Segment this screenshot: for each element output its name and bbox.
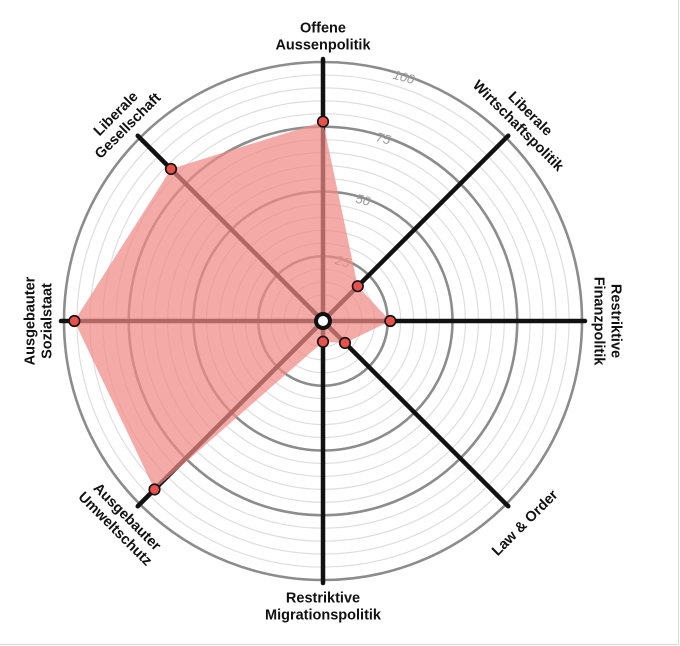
axis-label-line: Offene <box>300 21 346 37</box>
axis-label: Offene Aussenpolitik <box>275 21 371 54</box>
tick-label: 50 <box>354 191 373 209</box>
data-area <box>74 121 391 490</box>
data-point <box>148 483 161 496</box>
data-point <box>316 335 330 348</box>
axis-label-line: Aussenpolitik <box>275 38 371 54</box>
axis-label-line: Restriktive <box>608 284 624 358</box>
data-point <box>164 162 178 176</box>
tick-label: 75 <box>375 129 394 147</box>
data-point <box>351 280 364 293</box>
axis-label-line: Restriktive <box>286 591 360 607</box>
axis-label-line: Sozialstaat <box>40 283 56 359</box>
axis-label: AusgebauterSozialstaat <box>23 276 56 365</box>
data-point <box>316 115 330 128</box>
axis-label-line: Finanzpolitik <box>591 277 607 367</box>
data-point <box>384 314 397 328</box>
data-area-polygon <box>74 121 391 490</box>
data-point <box>338 336 352 350</box>
axis-label-line: Migrationspolitik <box>265 608 382 624</box>
axis-spoke <box>320 318 511 509</box>
axis-label: Restriktive Migrationspolitik <box>265 591 382 624</box>
data-points <box>68 115 397 496</box>
center-hub <box>314 312 332 330</box>
axis-label: RestriktiveFinanzpolitik <box>591 277 624 367</box>
tick-label: 100 <box>391 67 417 87</box>
data-point <box>68 314 81 328</box>
axis-label-line: Ausgebauter <box>23 276 39 365</box>
